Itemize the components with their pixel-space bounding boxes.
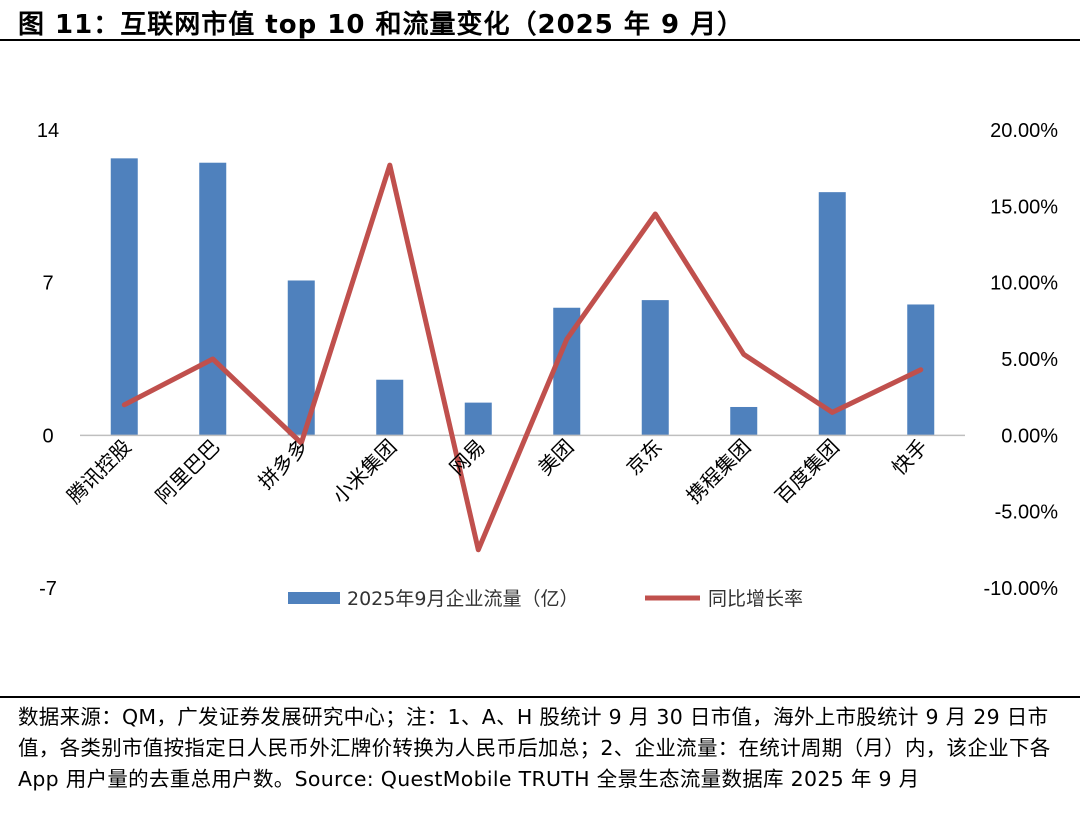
left-tick-label: 0 xyxy=(42,425,53,447)
bar-0 xyxy=(110,158,138,436)
category-label: 美团 xyxy=(533,435,578,480)
category-label: 小米集团 xyxy=(328,435,402,509)
bar-3 xyxy=(376,379,404,436)
legend: 2025年9月企业流量（亿） 同比增长率 xyxy=(288,588,803,610)
right-tick-label: 20.00% xyxy=(990,120,1058,142)
category-label: 京东 xyxy=(622,435,667,480)
category-label: 携程集团 xyxy=(682,435,756,509)
right-axis-ticks: 20.00% 15.00% 10.00% 5.00% 0.00% -5.00% -10.00… xyxy=(984,120,1059,600)
category-labels: 腾讯控股 阿里巴巴 拼多多 小米集团 网易 美团 京东 携程集团 百度集团 快手 xyxy=(62,435,932,509)
category-label: 腾讯控股 xyxy=(62,435,136,509)
right-tick-label: 10.00% xyxy=(990,273,1058,295)
bar-series xyxy=(110,158,935,436)
right-tick-label: 5.00% xyxy=(1001,349,1058,371)
category-label: 百度集团 xyxy=(770,435,844,509)
line-series xyxy=(121,162,924,553)
bar-1 xyxy=(199,162,227,436)
left-tick-label: -7 xyxy=(39,578,57,600)
title-rule xyxy=(0,39,1080,41)
legend-line-label: 同比增长率 xyxy=(708,588,803,610)
bar-6 xyxy=(641,300,669,436)
legend-bar-swatch xyxy=(288,592,340,604)
footnote-rule xyxy=(0,696,1080,698)
category-label: 阿里巴巴 xyxy=(151,435,225,509)
chart: 14 7 0 -7 20.00% 15.00% 10.00% 5.00% 0.00% -5.00… xyxy=(37,120,1059,610)
left-tick-label: 7 xyxy=(42,273,53,295)
bar-8 xyxy=(818,192,846,436)
left-tick-label: 14 xyxy=(37,120,59,142)
growth-line xyxy=(121,162,924,553)
figure-title: 图 11：互联网市值 top 10 和流量变化（2025 年 9 月） xyxy=(18,10,745,40)
right-tick-label: 0.00% xyxy=(1001,425,1058,447)
right-tick-label: -5.00% xyxy=(995,502,1059,524)
footnote: 数据来源：QM，广发证券发展研究中心；注：1、A、H 股统计 9 月 30 日市… xyxy=(18,705,1051,791)
category-label: 快手 xyxy=(887,435,932,480)
legend-bar-label: 2025年9月企业流量（亿） xyxy=(347,588,578,610)
category-label: 拼多多 xyxy=(253,435,312,494)
bar-4 xyxy=(464,402,492,436)
left-axis-ticks: 14 7 0 -7 xyxy=(37,120,59,600)
right-tick-label: 15.00% xyxy=(990,196,1058,218)
right-tick-label: -10.00% xyxy=(984,578,1059,600)
bar-7 xyxy=(730,406,758,436)
